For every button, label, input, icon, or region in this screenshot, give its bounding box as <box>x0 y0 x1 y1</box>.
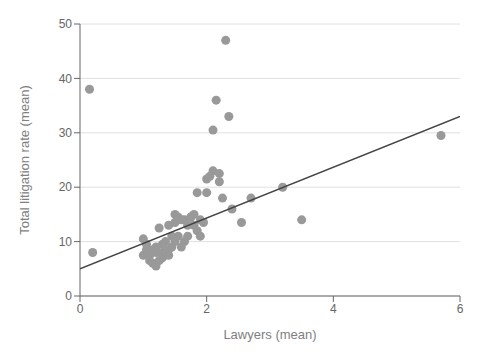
svg-text:4: 4 <box>330 302 337 316</box>
svg-text:40: 40 <box>59 72 73 86</box>
svg-text:30: 30 <box>59 126 73 140</box>
svg-text:2: 2 <box>203 302 210 316</box>
svg-text:10: 10 <box>59 235 73 249</box>
svg-text:0: 0 <box>65 289 72 303</box>
svg-text:20: 20 <box>59 180 73 194</box>
svg-text:50: 50 <box>59 17 73 31</box>
svg-text:Total litigation rate (mean): Total litigation rate (mean) <box>17 85 32 235</box>
svg-text:0: 0 <box>77 302 84 316</box>
svg-text:Lawyers (mean): Lawyers (mean) <box>223 327 316 342</box>
svg-text:6: 6 <box>457 302 464 316</box>
